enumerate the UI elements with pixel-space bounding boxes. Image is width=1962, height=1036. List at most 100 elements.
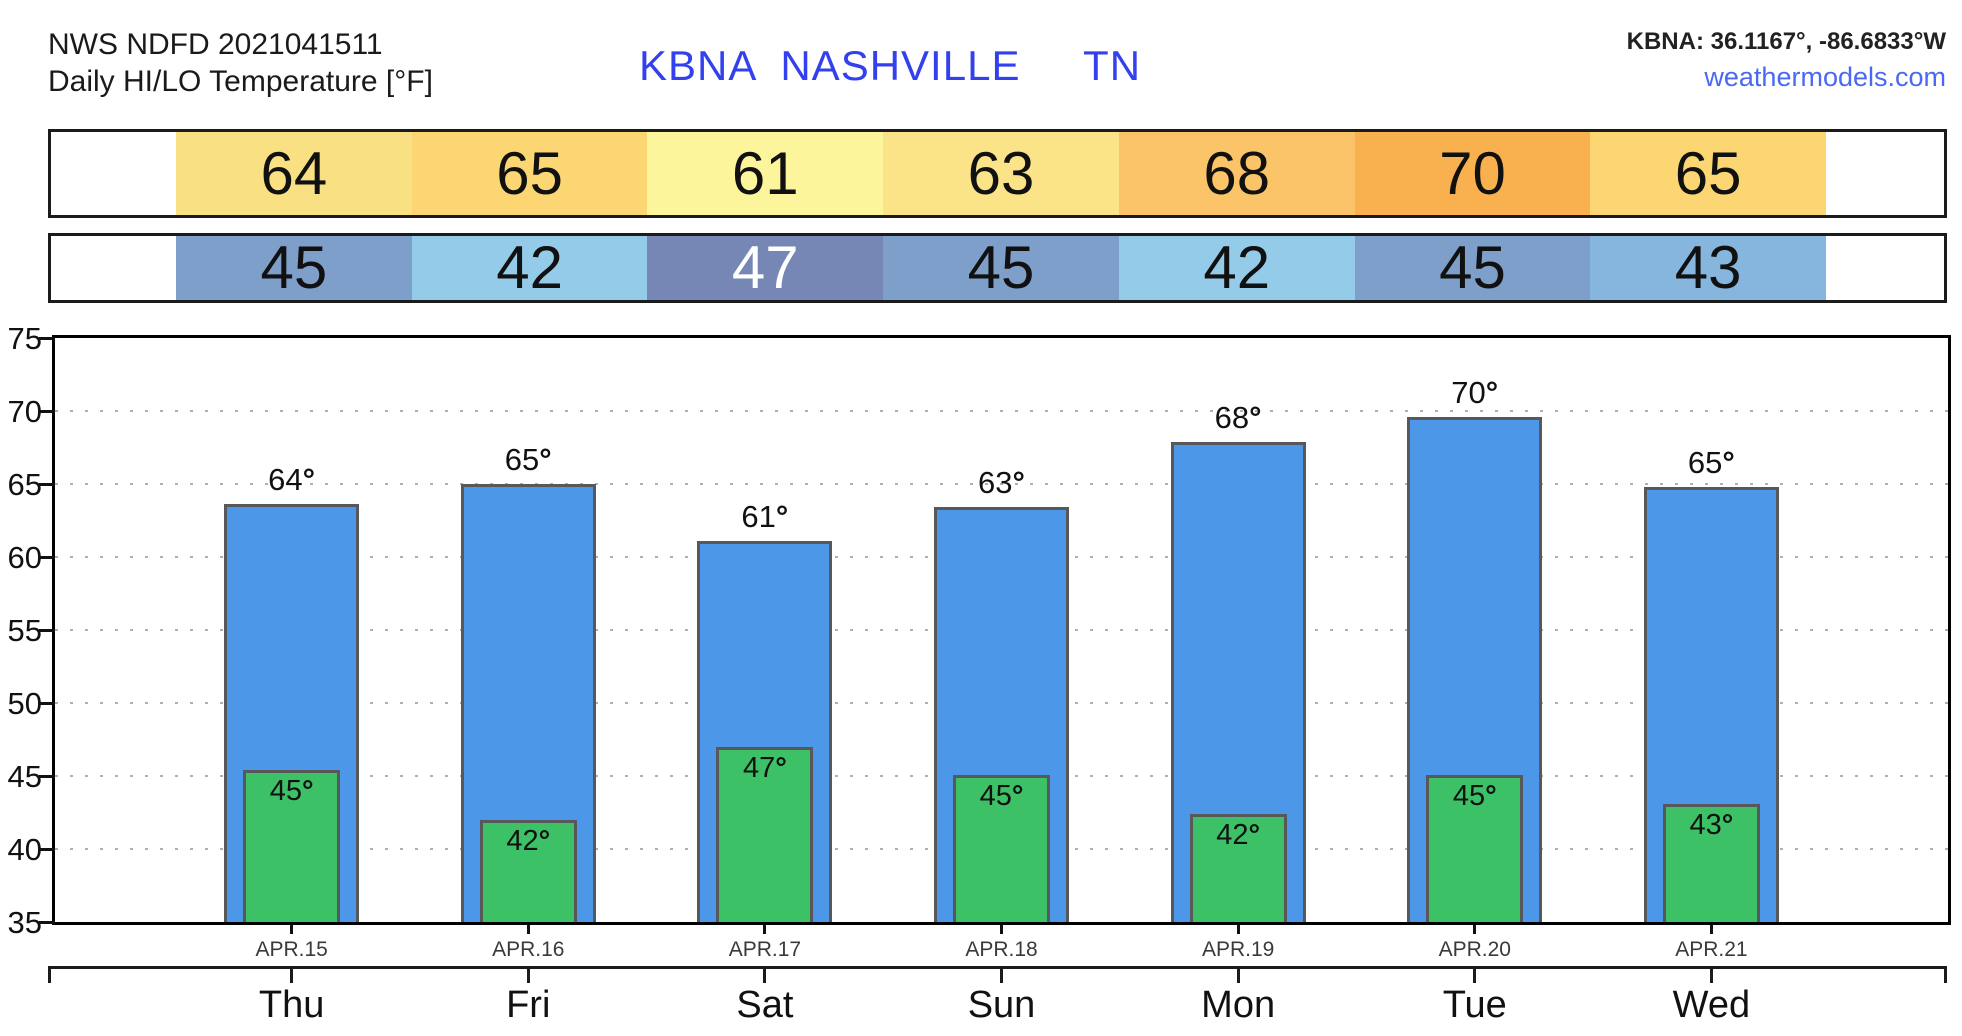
hi-strip-cell: 61 xyxy=(647,132,884,215)
hi-bar-label: 64° xyxy=(268,462,316,498)
hi-strip-tail-blank-cell xyxy=(1826,132,1945,215)
y-tick-label: 70 xyxy=(7,394,42,429)
degree-symbol: ° xyxy=(539,442,552,477)
y-tick-mark xyxy=(39,701,55,705)
lo-bar-label: 43° xyxy=(1689,808,1734,841)
degree-symbol: ° xyxy=(1248,818,1261,851)
date-label: APR.20 xyxy=(1438,938,1511,961)
date-label: APR.15 xyxy=(255,938,328,961)
day-label: Sat xyxy=(736,984,794,1026)
hi-strip-cell: 63 xyxy=(883,132,1119,215)
degree-symbol: ° xyxy=(301,775,314,808)
hi-strip-cell: 70 xyxy=(1354,132,1591,215)
chart-plot-area: 64° 45° 65° 42° 61° 47° 63° 45° 68° 42° 70° 45° 65° 4… xyxy=(52,335,1951,925)
lo-strip-cell: 42 xyxy=(1118,236,1355,300)
date-label: APR.21 xyxy=(1675,938,1748,961)
lo-strip-tail-blank-cell xyxy=(1826,236,1945,300)
hi-strip-lead-blank-cell xyxy=(51,132,176,215)
lo-bar-label: 42° xyxy=(506,824,551,857)
weathermodels-link[interactable]: weathermodels.com xyxy=(1704,62,1946,92)
date-label: APR.16 xyxy=(492,938,565,961)
day-axis-line xyxy=(48,966,1947,969)
date-label: APR.19 xyxy=(1201,938,1275,961)
day-axis-end-tick xyxy=(48,966,51,983)
date-label: APR.18 xyxy=(965,938,1038,961)
product-title-text: Daily HI/LO Temperature [°F] xyxy=(48,65,433,98)
lo-temperature-strip: 45 42 47 45 42 45 43 xyxy=(48,233,1947,303)
lo-bar-label: 45° xyxy=(1452,779,1497,812)
y-tick-mark xyxy=(39,555,55,559)
y-tick-mark xyxy=(39,920,55,924)
station-coordinates: KBNA: 36.1167°, -86.6833°W xyxy=(1626,28,1946,55)
y-tick-label: 65 xyxy=(7,467,42,502)
day-label: Sun xyxy=(967,984,1036,1026)
date-tick-mark xyxy=(1473,925,1477,934)
lo-bar: 47° xyxy=(716,746,814,922)
lo-strip-lead-blank-cell xyxy=(51,236,176,300)
day-tick-mark xyxy=(763,966,767,983)
lo-bar: 42° xyxy=(479,819,577,922)
lo-bar-label: 45° xyxy=(269,775,314,808)
y-tick-label: 55 xyxy=(7,613,42,648)
hi-bar-label: 65° xyxy=(504,442,552,477)
lo-bar-label: 47° xyxy=(742,751,787,784)
day-tick-mark xyxy=(290,966,294,983)
model-run-text: NWS NDFD 2021041511 xyxy=(48,28,383,61)
y-tick-label: 35 xyxy=(7,905,42,940)
degree-symbol: ° xyxy=(1721,808,1734,841)
y-tick-mark xyxy=(39,409,55,413)
y-tick-label: 40 xyxy=(7,832,42,867)
degree-symbol: ° xyxy=(1485,779,1497,812)
degree-symbol: ° xyxy=(1722,444,1735,480)
day-label: Thu xyxy=(258,984,325,1026)
day-label: Tue xyxy=(1442,984,1507,1026)
hi-strip-cell: 65 xyxy=(411,132,648,215)
date-tick-mark xyxy=(1000,925,1003,934)
date-tick-mark xyxy=(1709,925,1713,934)
degree-symbol: ° xyxy=(775,498,789,534)
date-tick-mark xyxy=(526,925,530,934)
date-label: APR.17 xyxy=(728,938,802,961)
gridline xyxy=(55,410,1948,412)
degree-symbol: ° xyxy=(1012,465,1025,501)
hi-strip-cell: 68 xyxy=(1118,132,1355,215)
y-tick-label: 45 xyxy=(7,759,42,794)
lo-bar: 42° xyxy=(1189,813,1287,922)
lo-bar: 43° xyxy=(1662,803,1760,922)
date-tick-mark xyxy=(290,925,294,934)
header-left: NWS NDFD 2021041511 Daily HI/LO Temperat… xyxy=(48,26,433,100)
degree-symbol: ° xyxy=(775,751,787,784)
y-tick-mark xyxy=(39,847,55,851)
header-right: KBNA: 36.1167°, -86.6833°W weathermodels… xyxy=(1627,28,1946,93)
y-tick-mark xyxy=(39,774,55,778)
day-tick-mark xyxy=(1473,966,1477,983)
lo-strip-cell: 45 xyxy=(176,236,412,300)
lo-strip-cell: 43 xyxy=(1590,236,1827,300)
hi-bar-label: 63° xyxy=(978,465,1025,501)
date-tick-mark xyxy=(1236,925,1240,934)
day-label: Mon xyxy=(1201,984,1276,1026)
day-tick-mark xyxy=(1000,966,1003,983)
y-tick-mark xyxy=(39,482,55,486)
day-label: Wed xyxy=(1672,984,1751,1026)
lo-strip-cell: 47 xyxy=(647,236,884,300)
y-tick-label: 60 xyxy=(7,540,42,575)
day-tick-mark xyxy=(1236,966,1240,983)
hi-strip-cell: 65 xyxy=(1590,132,1827,215)
degree-symbol: ° xyxy=(1485,374,1499,410)
hi-bar-label: 61° xyxy=(741,498,789,534)
degree-symbol: ° xyxy=(538,824,551,857)
y-tick-label: 50 xyxy=(7,686,42,721)
station-title: KBNA NASHVILLE TN xyxy=(638,42,1142,89)
lo-bar-label: 42° xyxy=(1216,818,1261,851)
hi-strip-cell: 64 xyxy=(176,132,412,215)
gridline xyxy=(55,483,1948,485)
day-tick-mark xyxy=(1709,966,1713,983)
date-tick-mark xyxy=(763,925,767,934)
y-tick-mark xyxy=(39,336,55,340)
y-tick-mark xyxy=(39,628,55,632)
hi-bar-label: 70° xyxy=(1451,374,1499,410)
degree-symbol: ° xyxy=(1249,399,1262,435)
lo-strip-cell: 42 xyxy=(411,236,648,300)
